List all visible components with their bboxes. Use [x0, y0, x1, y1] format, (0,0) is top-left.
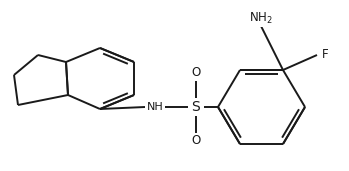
Text: NH$_2$: NH$_2$: [249, 10, 273, 25]
Text: S: S: [192, 100, 200, 114]
Text: F: F: [322, 49, 328, 62]
Text: O: O: [191, 67, 201, 80]
Text: O: O: [191, 135, 201, 148]
Text: NH: NH: [147, 102, 163, 112]
